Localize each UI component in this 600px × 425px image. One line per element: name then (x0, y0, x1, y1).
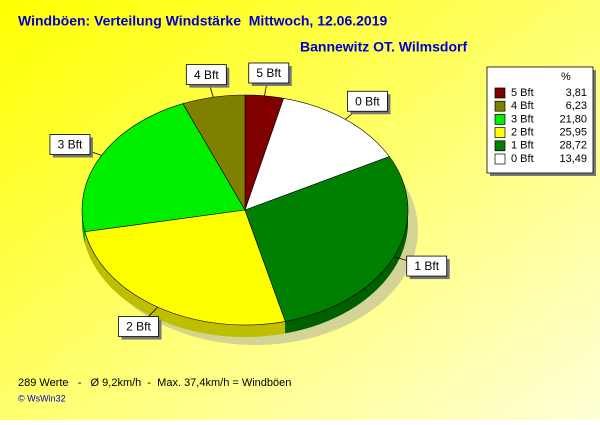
slice-label-text: 5 Bft (256, 66, 281, 80)
slice-label: 4 Bft (185, 64, 230, 88)
slice-label-text: 3 Bft (58, 138, 83, 152)
slice (84, 209, 286, 326)
slice-label: 1 Bft (406, 255, 450, 280)
label-box (49, 134, 91, 155)
label-box (406, 255, 448, 277)
legend-label: 5 Bft (511, 87, 534, 99)
legend-swatch (494, 87, 506, 99)
label-box (347, 90, 388, 112)
slice-label: 3 Bft (49, 134, 93, 158)
legend-value: 3,81 (566, 87, 587, 99)
legend-swatch (494, 127, 506, 138)
legend-label: 1 Bft (511, 140, 534, 152)
label-box (185, 64, 227, 86)
legend-swatch (494, 114, 506, 125)
credit: © WsWin32 (18, 393, 66, 403)
legend-label: 0 Bft (511, 153, 534, 165)
label-box (118, 316, 159, 337)
label-box (248, 62, 290, 84)
legend-header: % (561, 71, 571, 83)
legend-label: 3 Bft (511, 113, 534, 125)
slice (244, 97, 390, 211)
slice-label: 0 Bft (347, 90, 391, 115)
slice-label: 5 Bft (248, 62, 292, 86)
pie: 5 Bft 4 Bft 3 Bft 2 Bft 1 Bft 0 Bft (49, 62, 450, 345)
legend-value: 13,49 (559, 153, 587, 165)
footer: 289 Werte - Ø 9,2km/h - Max. 37,4km/h = … (18, 377, 291, 389)
legend-value: 21,80 (559, 113, 587, 125)
slice-label-text: 1 Bft (414, 259, 439, 273)
legend-label: 2 Bft (511, 127, 534, 139)
slice-label: 2 Bft (118, 316, 162, 340)
legend: % 5 Bft 3,81 4 Bft 6,23 3 Bft 21,80 2 Bft 25,95 1… (486, 66, 596, 176)
legend-swatch (494, 100, 506, 112)
legend-label: 4 Bft (511, 100, 534, 112)
slice-label-text: 2 Bft (126, 320, 151, 334)
slice-label-text: 0 Bft (355, 94, 380, 108)
chart-title: Windböen: Verteilung Windstärke Mittwoch… (18, 13, 387, 29)
chart-subtitle: Bannewitz OT. Wilmsdorf (300, 39, 467, 55)
slice (81, 103, 246, 233)
legend-value: 6,23 (566, 100, 587, 112)
legend-value: 25,95 (559, 127, 587, 139)
legend-value: 28,72 (559, 140, 587, 152)
slice-label-text: 4 Bft (194, 68, 219, 82)
legend-swatch (494, 140, 506, 152)
legend-swatch (494, 153, 506, 165)
